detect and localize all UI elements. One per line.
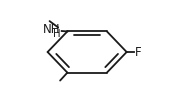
Text: NH: NH xyxy=(43,23,60,36)
Text: F: F xyxy=(135,46,141,59)
Text: H: H xyxy=(53,29,61,39)
